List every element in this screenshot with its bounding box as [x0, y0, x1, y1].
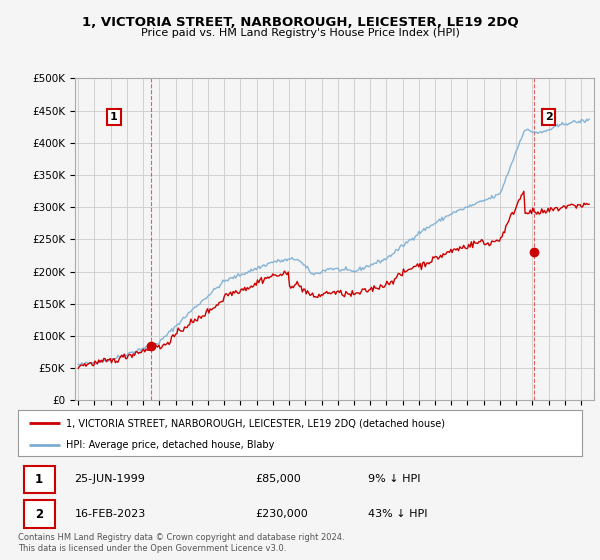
Text: HPI: Average price, detached house, Blaby: HPI: Average price, detached house, Blab…	[66, 440, 274, 450]
FancyBboxPatch shape	[23, 501, 55, 528]
Text: 1: 1	[110, 112, 118, 122]
Text: £230,000: £230,000	[255, 509, 308, 519]
Text: 43% ↓ HPI: 43% ↓ HPI	[368, 509, 427, 519]
Text: Price paid vs. HM Land Registry's House Price Index (HPI): Price paid vs. HM Land Registry's House …	[140, 28, 460, 38]
Text: 1, VICTORIA STREET, NARBOROUGH, LEICESTER, LE19 2DQ (detached house): 1, VICTORIA STREET, NARBOROUGH, LEICESTE…	[66, 418, 445, 428]
Text: 1: 1	[35, 473, 43, 486]
Text: 2: 2	[35, 507, 43, 521]
Text: Contains HM Land Registry data © Crown copyright and database right 2024.
This d: Contains HM Land Registry data © Crown c…	[18, 533, 344, 553]
Text: 2: 2	[545, 112, 553, 122]
Text: £85,000: £85,000	[255, 474, 301, 484]
Text: 9% ↓ HPI: 9% ↓ HPI	[368, 474, 420, 484]
FancyBboxPatch shape	[23, 466, 55, 493]
Text: 1, VICTORIA STREET, NARBOROUGH, LEICESTER, LE19 2DQ: 1, VICTORIA STREET, NARBOROUGH, LEICESTE…	[82, 16, 518, 29]
Text: 25-JUN-1999: 25-JUN-1999	[74, 474, 145, 484]
Text: 16-FEB-2023: 16-FEB-2023	[74, 509, 146, 519]
